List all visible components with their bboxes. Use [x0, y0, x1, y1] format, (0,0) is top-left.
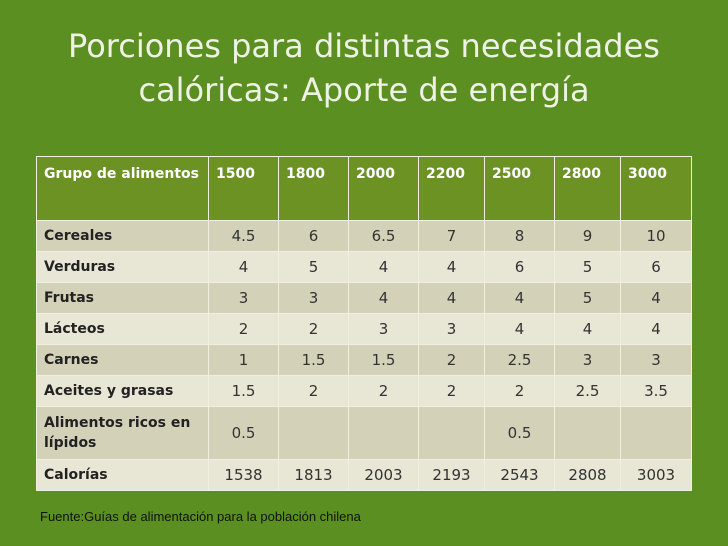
table-cell: 2: [208, 313, 279, 345]
table-cell: 2: [484, 375, 555, 407]
slide-title-line-1: Porciones para distintas necesidades: [68, 27, 660, 65]
table-cell: 0.5: [208, 406, 279, 460]
header-cell-1500: 1500: [208, 156, 279, 221]
table-cell: 6: [484, 251, 555, 283]
table-cell: [620, 406, 692, 460]
slide-title: Porciones para distintas necesidades cal…: [40, 24, 688, 112]
table-cell: 5: [554, 282, 621, 314]
table-cell: 2193: [418, 459, 485, 491]
header-cell-food-group: Grupo de alimentos: [36, 156, 209, 221]
table-row: Calorías 1538 1813 2003 2193 2543 2808 3…: [36, 459, 692, 491]
table-cell: 5: [278, 251, 349, 283]
table-cell: 2.5: [554, 375, 621, 407]
table-cell: 3: [620, 344, 692, 376]
table-cell: [554, 406, 621, 460]
table-cell: 1538: [208, 459, 279, 491]
table-row: Alimentos ricos en lípidos 0.5 0.5: [36, 406, 692, 460]
table-cell: 9: [554, 220, 621, 252]
source-note: Fuente:Guías de alimentación para la pob…: [40, 509, 361, 524]
table-cell: 2808: [554, 459, 621, 491]
row-label: Aceites y grasas: [36, 375, 209, 407]
table-cell: [348, 406, 419, 460]
table-cell: 2: [418, 344, 485, 376]
table-cell: 4.5: [208, 220, 279, 252]
table-row: Lácteos 2 2 3 3 4 4 4: [36, 313, 692, 345]
row-label: Verduras: [36, 251, 209, 283]
table-cell: 0.5: [484, 406, 555, 460]
table-cell: 4: [348, 282, 419, 314]
table-cell: 3003: [620, 459, 692, 491]
table-cell: 8: [484, 220, 555, 252]
header-cell-2200: 2200: [418, 156, 485, 221]
table-cell: [278, 406, 349, 460]
table-cell: 3: [418, 313, 485, 345]
table-cell: 1813: [278, 459, 349, 491]
table-cell: 2: [278, 375, 349, 407]
table-cell: 3: [208, 282, 279, 314]
table-cell: 2003: [348, 459, 419, 491]
header-cell-1800: 1800: [278, 156, 349, 221]
table-cell: 5: [554, 251, 621, 283]
table-header-row: Grupo de alimentos 1500 1800 2000 2200 2…: [36, 156, 692, 221]
table-cell: 1: [208, 344, 279, 376]
row-label: Alimentos ricos en lípidos: [36, 406, 209, 460]
table-cell: 1.5: [348, 344, 419, 376]
table-cell: 4: [484, 282, 555, 314]
table-cell: 3: [278, 282, 349, 314]
table-cell: 4: [484, 313, 555, 345]
table-cell: 4: [418, 282, 485, 314]
table-cell: 10: [620, 220, 692, 252]
header-cell-3000: 3000: [620, 156, 692, 221]
table-cell: [418, 406, 485, 460]
header-cell-2500: 2500: [484, 156, 555, 221]
table-row: Cereales 4.5 6 6.5 7 8 9 10: [36, 220, 692, 252]
row-label: Lácteos: [36, 313, 209, 345]
table-cell: 6.5: [348, 220, 419, 252]
table-cell: 6: [620, 251, 692, 283]
table-cell: 4: [208, 251, 279, 283]
row-label: Carnes: [36, 344, 209, 376]
table-cell: 2: [278, 313, 349, 345]
table-cell: 3: [554, 344, 621, 376]
table-cell: 4: [418, 251, 485, 283]
table-cell: 7: [418, 220, 485, 252]
row-label: Calorías: [36, 459, 209, 491]
table-cell: 4: [348, 251, 419, 283]
header-cell-2800: 2800: [554, 156, 621, 221]
table-cell: 4: [620, 313, 692, 345]
header-cell-2000: 2000: [348, 156, 419, 221]
table-cell: 2543: [484, 459, 555, 491]
table-row: Verduras 4 5 4 4 6 5 6: [36, 251, 692, 283]
table-row: Carnes 1 1.5 1.5 2 2.5 3 3: [36, 344, 692, 376]
table-cell: 2: [348, 375, 419, 407]
table-cell: 1.5: [208, 375, 279, 407]
table-cell: 4: [620, 282, 692, 314]
table-cell: 6: [278, 220, 349, 252]
table-cell: 3.5: [620, 375, 692, 407]
slide-title-line-2: calóricas: Aporte de energía: [138, 71, 590, 109]
table-cell: 1.5: [278, 344, 349, 376]
row-label: Cereales: [36, 220, 209, 252]
table-cell: 2.5: [484, 344, 555, 376]
table-row: Frutas 3 3 4 4 4 5 4: [36, 282, 692, 314]
table-cell: 2: [418, 375, 485, 407]
table-cell: 3: [348, 313, 419, 345]
table-row: Aceites y grasas 1.5 2 2 2 2 2.5 3.5: [36, 375, 692, 407]
table-cell: 4: [554, 313, 621, 345]
portions-table: Grupo de alimentos 1500 1800 2000 2200 2…: [36, 156, 692, 491]
row-label: Frutas: [36, 282, 209, 314]
